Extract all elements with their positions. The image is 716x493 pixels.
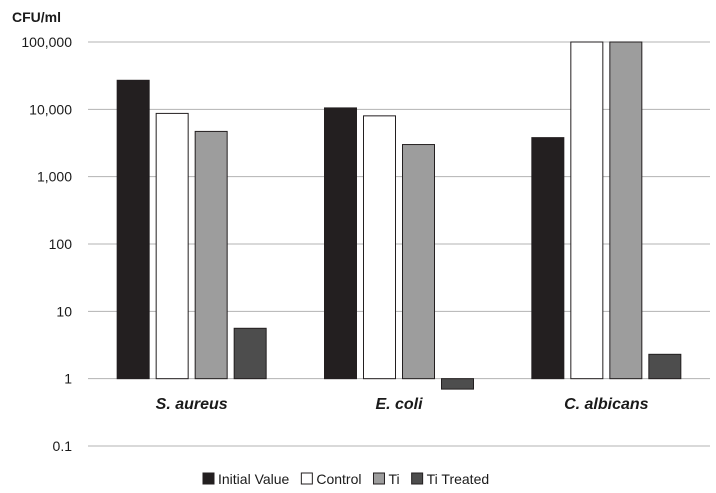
- bar: [194, 130, 228, 380]
- category-label: C. albicans: [564, 396, 649, 413]
- bar: [531, 137, 565, 380]
- bar: [324, 107, 357, 380]
- bar: [155, 112, 189, 380]
- y-tick-label: 100,000: [21, 34, 72, 50]
- bar: [648, 353, 682, 380]
- y-tick-label: 10,000: [29, 101, 72, 117]
- bar: [363, 115, 396, 380]
- legend-label: Control: [316, 471, 361, 487]
- y-tick-label: 10: [56, 303, 72, 319]
- y-tick-label: 1,000: [37, 169, 72, 185]
- legend-swatch: [411, 472, 424, 485]
- category-label: E. coli: [375, 396, 423, 413]
- legend-label: Ti Treated: [427, 471, 490, 487]
- bar: [402, 144, 435, 380]
- y-axis-ticks: 0.1 1 10 100 1,000 10,000 100,000: [21, 34, 72, 454]
- legend-label: Ti: [388, 471, 399, 487]
- category-labels: S. aureus E. coli C. albicans: [156, 396, 649, 413]
- bar: [441, 378, 474, 390]
- y-tick-label: 1: [64, 371, 72, 387]
- legend-swatch: [202, 472, 215, 485]
- legend: Initial Value Control Ti Ti Treated: [202, 471, 490, 487]
- bar: [233, 327, 267, 380]
- grid-lines: [88, 41, 710, 447]
- y-axis-label: CFU/ml: [12, 9, 61, 25]
- y-tick-label: 100: [49, 236, 73, 252]
- category-label: S. aureus: [156, 396, 228, 413]
- bar: [609, 41, 643, 380]
- legend-swatch: [372, 472, 385, 485]
- legend-swatch: [300, 472, 313, 485]
- bar: [116, 79, 150, 380]
- y-tick-label: 0.1: [53, 438, 73, 454]
- bars: [116, 41, 682, 390]
- legend-label: Initial Value: [218, 471, 290, 487]
- bar: [570, 41, 604, 380]
